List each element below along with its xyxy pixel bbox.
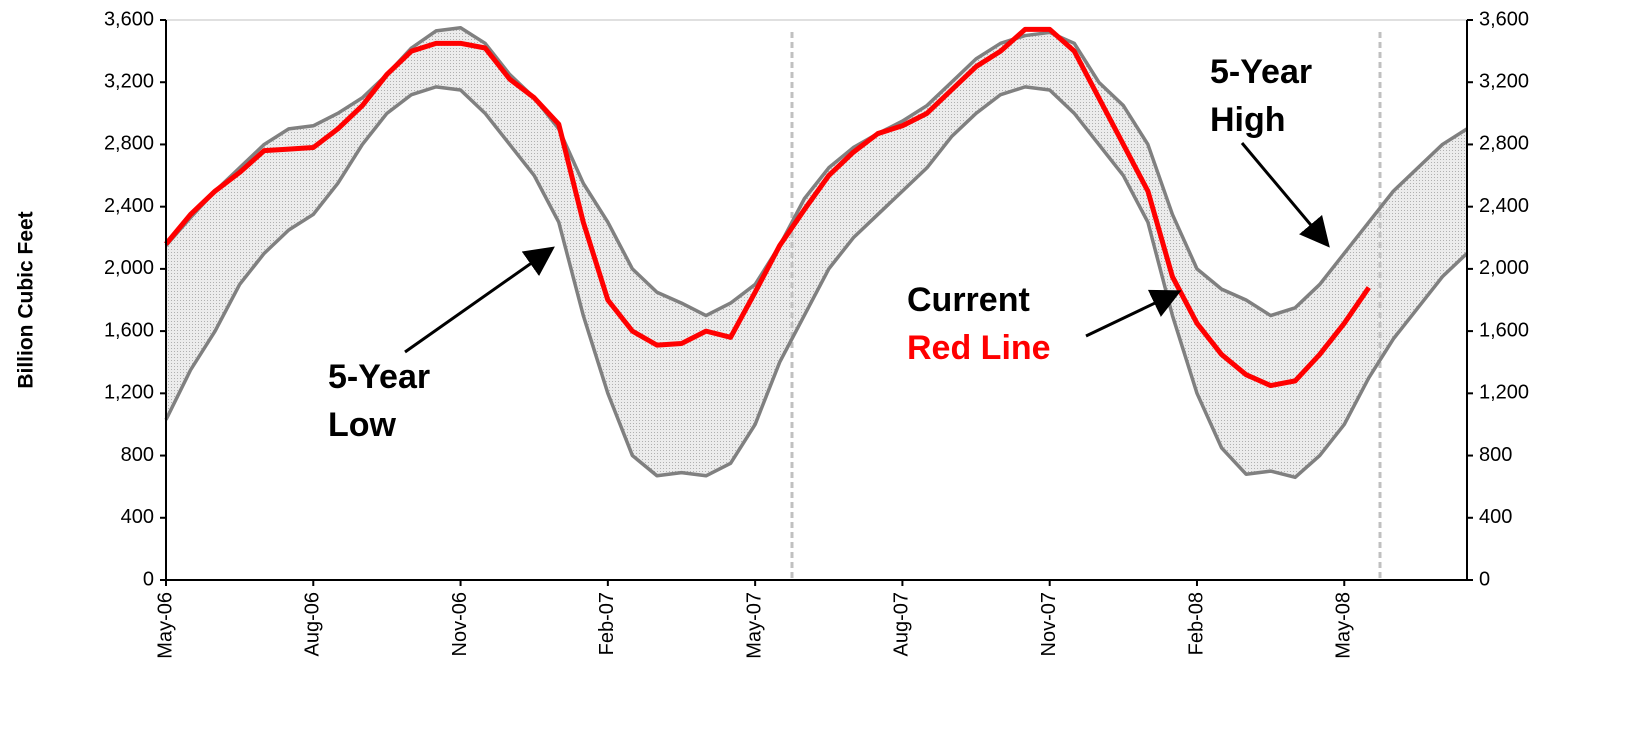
- x-tick-label: Nov-06: [449, 592, 471, 656]
- x-tick-label: May-07: [743, 592, 765, 659]
- y2-tick-label: 3,600: [1479, 8, 1529, 30]
- x-tick-label: May-08: [1333, 592, 1355, 659]
- y-tick-label: 3,600: [104, 8, 154, 30]
- y2-tick-label: 400: [1479, 506, 1512, 528]
- annotation: Low: [328, 406, 397, 444]
- y2-tick-label: 0: [1479, 568, 1490, 590]
- annotation: Current: [907, 281, 1030, 319]
- arrow: [404, 246, 555, 354]
- arrow: [1085, 289, 1182, 338]
- y2-tick-label: 2,800: [1479, 133, 1529, 155]
- y-tick-label: 0: [143, 568, 154, 590]
- annotation: Red Line: [907, 329, 1051, 367]
- y-tick-label: 1,200: [104, 382, 154, 404]
- annotation: 5-Year: [328, 358, 430, 396]
- y2-tick-label: 800: [1479, 444, 1512, 466]
- annotations: 5-Year High 5-Year Low Current Red Line: [328, 53, 1330, 444]
- y-tick-label: 1,600: [104, 319, 154, 341]
- x-tick-label: Nov-07: [1038, 592, 1060, 656]
- y2-tick-label: 1,600: [1479, 319, 1529, 341]
- y2-tick-label: 3,200: [1479, 71, 1529, 93]
- series-line: [164, 85, 1469, 480]
- arrow: [1240, 142, 1330, 248]
- y2-tick-label: 2,400: [1479, 195, 1529, 217]
- y-tick-label: 2,400: [104, 195, 154, 217]
- plot-area: 0 400 800 1,200 1,600 2,000 2,400 2,800 3,200 3,6…: [104, 8, 1529, 658]
- y-tick-label: 2,000: [104, 257, 154, 279]
- x-tick-label: Aug-06: [302, 592, 324, 657]
- annotation: 5-Year: [1210, 53, 1312, 91]
- x-tick-label: Aug-07: [891, 592, 913, 657]
- y-tick-label: 3,200: [104, 71, 154, 93]
- y-axis-title: Billion Cubic Feet: [15, 211, 38, 388]
- x-tick-label: Feb-07: [596, 592, 618, 655]
- y-tick-label: 400: [121, 506, 154, 528]
- x-tick-label: May-06: [154, 592, 176, 659]
- x-tick-label: Feb-08: [1185, 592, 1207, 655]
- y-tick-label: 2,800: [104, 133, 154, 155]
- series-line: [164, 26, 1371, 389]
- y-tick-label: 800: [121, 444, 154, 466]
- range-band: [166, 27, 1467, 478]
- annotation: High: [1210, 101, 1286, 139]
- y2-tick-label: 1,200: [1479, 382, 1529, 404]
- y2-tick-label: 2,000: [1479, 257, 1529, 279]
